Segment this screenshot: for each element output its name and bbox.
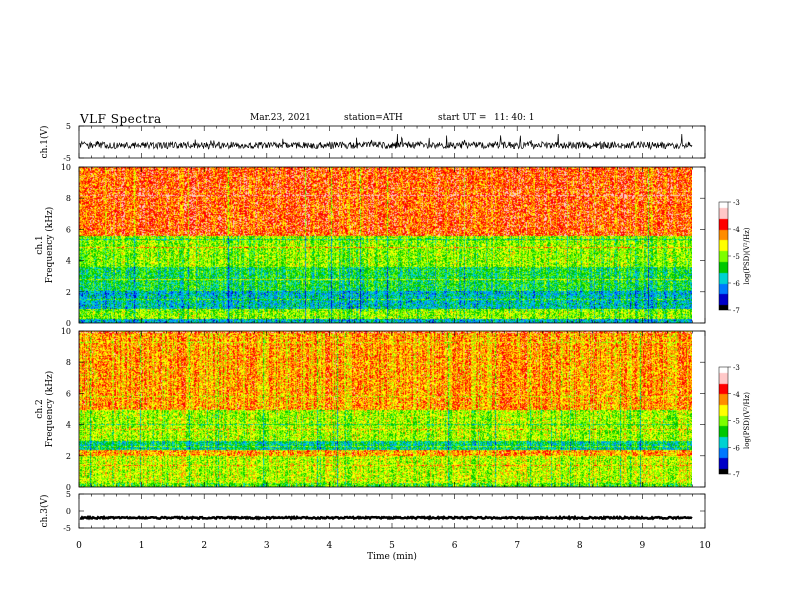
- ch1-colorbar-tick-label: -7: [733, 307, 740, 315]
- ch2-colorbar-tick-label: -4: [733, 391, 740, 399]
- x-tick-label: 9: [640, 541, 646, 551]
- ch1-spectrogram-ytick-label: 0: [66, 319, 71, 328]
- ch2-colorbar: [719, 367, 728, 474]
- ch2-spectrogram-ylabel: Frequency (kHz): [44, 371, 55, 448]
- ch2-colorbar-tick-label: -3: [733, 364, 740, 372]
- x-tick-label: 4: [327, 541, 333, 551]
- ch1-waveform-ylabel: ch.1(V): [39, 126, 50, 159]
- ch1-spectrogram-ylabel: Frequency (kHz): [44, 207, 55, 284]
- x-tick-label: 10: [699, 541, 711, 551]
- ch3-waveform-ytick-label: -5: [63, 524, 71, 533]
- x-tick-label: 1: [139, 541, 145, 551]
- ch3-waveform-ylabel: ch.3(V): [39, 495, 50, 528]
- ch2-spectrogram-ytick-label: 4: [66, 421, 71, 430]
- date-label: Mar.23, 2021: [250, 113, 311, 123]
- ch1-colorbar-tick-label: -4: [733, 226, 740, 234]
- ch1-spectrogram-image: [79, 167, 692, 323]
- chart-title: VLF Spectra: [80, 112, 162, 126]
- ch1-spectrogram-ytick-label: 4: [66, 257, 71, 266]
- ch2-spectrogram-image: [79, 331, 692, 487]
- ch1-spectrogram-ylabel: ch.1: [35, 235, 45, 254]
- ch2-spectrogram-ytick-label: 2: [66, 452, 71, 461]
- ch2-spectrogram-ytick-label: 10: [61, 327, 71, 336]
- ch2-colorbar-tick-label: -5: [733, 418, 740, 426]
- ch1-spectrogram-ytick-label: 2: [66, 288, 71, 297]
- ch3-waveform-ytick-label: 5: [66, 490, 71, 499]
- ch2-colorbar-tick-label: -6: [733, 444, 740, 452]
- ch1-colorbar-tick-label: -5: [733, 253, 740, 261]
- x-tick-label: 2: [201, 541, 207, 551]
- ch1-colorbar-label: log(PSD)(V²/Hz): [743, 227, 751, 284]
- ch3-waveform-trace: [79, 514, 693, 521]
- ch2-spectrogram-ytick-label: 0: [66, 483, 71, 492]
- x-tick-label: 8: [577, 541, 583, 551]
- x-tick-label: 6: [452, 541, 458, 551]
- x-tick-label: 0: [76, 541, 82, 551]
- ch2-colorbar-tick-label: -7: [733, 471, 740, 479]
- ch3-waveform-frame: [78, 493, 706, 529]
- x-tick-label: 7: [514, 541, 520, 551]
- start-time-value: 11: 40: 1: [494, 113, 535, 123]
- ch1-waveform-ytick-label: 5: [66, 122, 71, 131]
- ch2-spectrogram-ytick-label: 6: [66, 389, 71, 398]
- station-label: station=ATH: [344, 113, 403, 123]
- ch3-waveform-ytick-label: 0: [66, 507, 71, 516]
- ch2-spectrogram-ytick-label: 8: [66, 358, 71, 367]
- ch2-colorbar-label: log(PSD)(V²/Hz): [743, 392, 751, 449]
- ch1-waveform-trace: [79, 133, 693, 151]
- ch1-colorbar-tick-label: -3: [733, 199, 740, 207]
- ch1-waveform-ytick-label: -5: [63, 154, 71, 163]
- x-axis-label: Time (min): [367, 551, 417, 562]
- ch1-spectrogram-ytick-label: 6: [66, 225, 71, 234]
- ch1-colorbar: [719, 202, 728, 310]
- start-ut-label: start UT =: [438, 113, 487, 123]
- ch1-colorbar-tick-label: -6: [733, 280, 740, 288]
- x-tick-label: 5: [389, 541, 395, 551]
- ch2-spectrogram-ylabel: ch.2: [35, 399, 45, 418]
- x-tick-label: 3: [264, 541, 270, 551]
- ch1-spectrogram-ytick-label: 10: [61, 163, 71, 172]
- ch1-spectrogram-ytick-label: 8: [66, 194, 71, 203]
